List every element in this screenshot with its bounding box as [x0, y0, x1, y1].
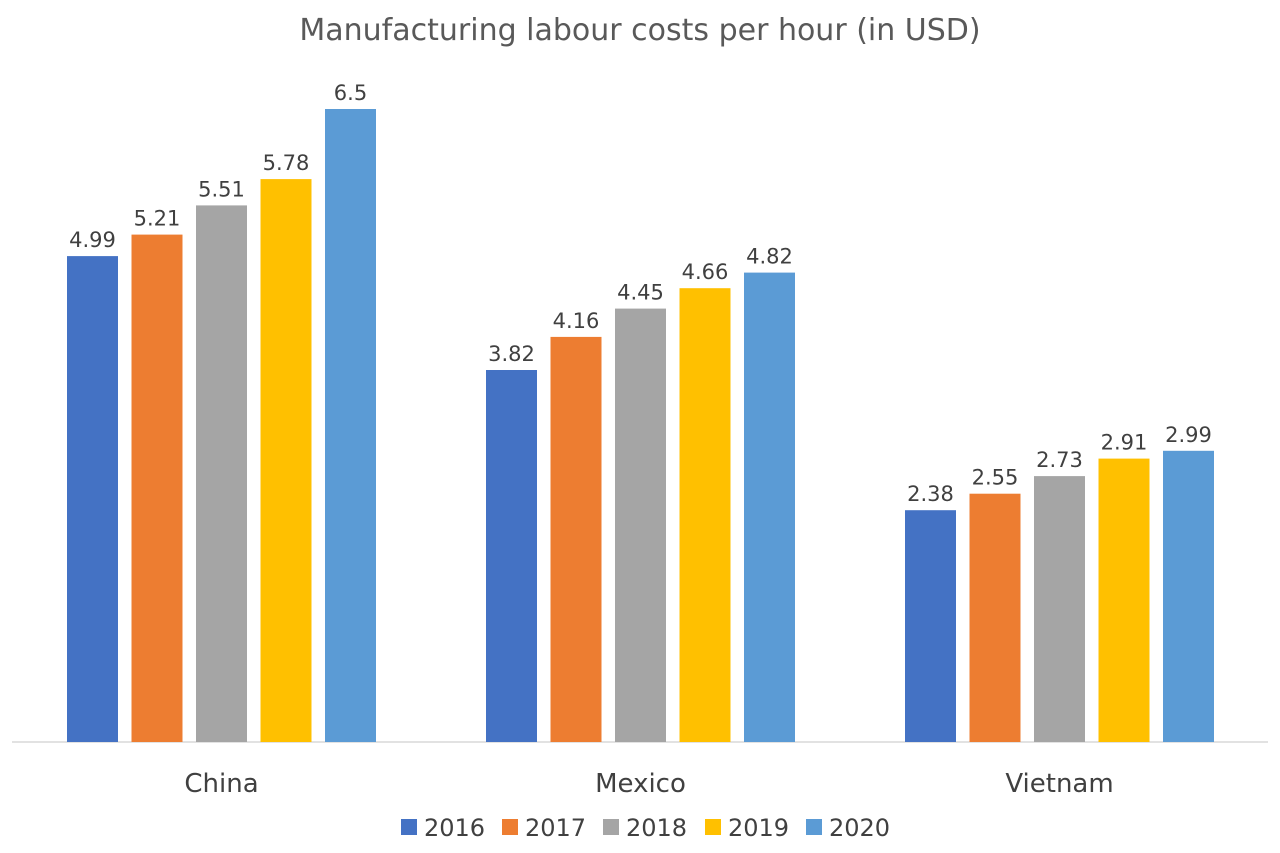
data-label-mexico-2018: 4.45 — [617, 281, 664, 305]
category-axis: China Mexico Vietnam — [184, 769, 1113, 799]
category-label-mexico: Mexico — [595, 769, 686, 799]
legend-item-2016: 2016 — [401, 814, 485, 842]
bar-vietnam-2019 — [1098, 458, 1150, 742]
data-label-china-2020: 6.5 — [334, 81, 367, 105]
legend-swatch-2020 — [806, 819, 822, 835]
legend-label-2016: 2016 — [424, 814, 485, 842]
category-label-china: China — [184, 769, 258, 799]
bar-mexico-2017 — [550, 336, 602, 742]
legend-label-2020: 2020 — [829, 814, 890, 842]
data-labels-layer: 4.99 5.21 5.51 5.78 6.5 3.82 4.16 4.45 4.66 4.82 2… — [69, 81, 1212, 506]
legend-label-2017: 2017 — [525, 814, 586, 842]
legend-label-2018: 2018 — [626, 814, 687, 842]
data-label-vietnam-2020: 2.99 — [1165, 423, 1212, 447]
legend-swatch-2019 — [705, 819, 721, 835]
data-label-vietnam-2016: 2.38 — [907, 482, 954, 506]
bar-mexico-2020 — [744, 272, 795, 742]
bar-vietnam-2016 — [905, 510, 956, 742]
data-label-vietnam-2017: 2.55 — [972, 466, 1019, 490]
bar-mexico-2019 — [679, 288, 731, 742]
bar-mexico-2016 — [486, 370, 537, 742]
category-label-vietnam: Vietnam — [1005, 769, 1113, 799]
bar-vietnam-2017 — [969, 493, 1021, 742]
data-label-mexico-2019: 4.66 — [682, 260, 729, 284]
legend-swatch-2016 — [401, 819, 417, 835]
bar-vietnam-2020 — [1163, 450, 1214, 742]
legend-item-2017: 2017 — [502, 814, 586, 842]
bar-china-2018 — [196, 205, 247, 742]
legend-item-2020: 2020 — [806, 814, 890, 842]
data-label-mexico-2020: 4.82 — [746, 245, 793, 269]
data-label-vietnam-2019: 2.91 — [1101, 431, 1148, 455]
bar-china-2020 — [325, 109, 376, 742]
data-label-mexico-2016: 3.82 — [488, 342, 535, 366]
legend: 2016 2017 2018 2019 2020 — [401, 814, 890, 842]
data-label-china-2016: 4.99 — [69, 228, 116, 252]
legend-item-2018: 2018 — [603, 814, 687, 842]
bar-mexico-2018 — [615, 308, 666, 742]
data-label-vietnam-2018: 2.73 — [1036, 448, 1083, 472]
data-label-china-2017: 5.21 — [134, 207, 181, 231]
chart-title: Manufacturing labour costs per hour (in … — [299, 13, 980, 48]
bars-layer — [67, 109, 1214, 743]
legend-swatch-2018 — [603, 819, 619, 835]
data-label-china-2019: 5.78 — [263, 151, 310, 175]
bar-vietnam-2018 — [1034, 476, 1085, 742]
data-label-china-2018: 5.51 — [198, 177, 245, 201]
legend-label-2019: 2019 — [728, 814, 789, 842]
data-label-mexico-2017: 4.16 — [553, 309, 600, 333]
bar-china-2017 — [131, 234, 183, 742]
bar-china-2016 — [67, 256, 118, 742]
legend-item-2019: 2019 — [705, 814, 789, 842]
legend-swatch-2017 — [502, 819, 518, 835]
bar-china-2019 — [260, 179, 312, 743]
